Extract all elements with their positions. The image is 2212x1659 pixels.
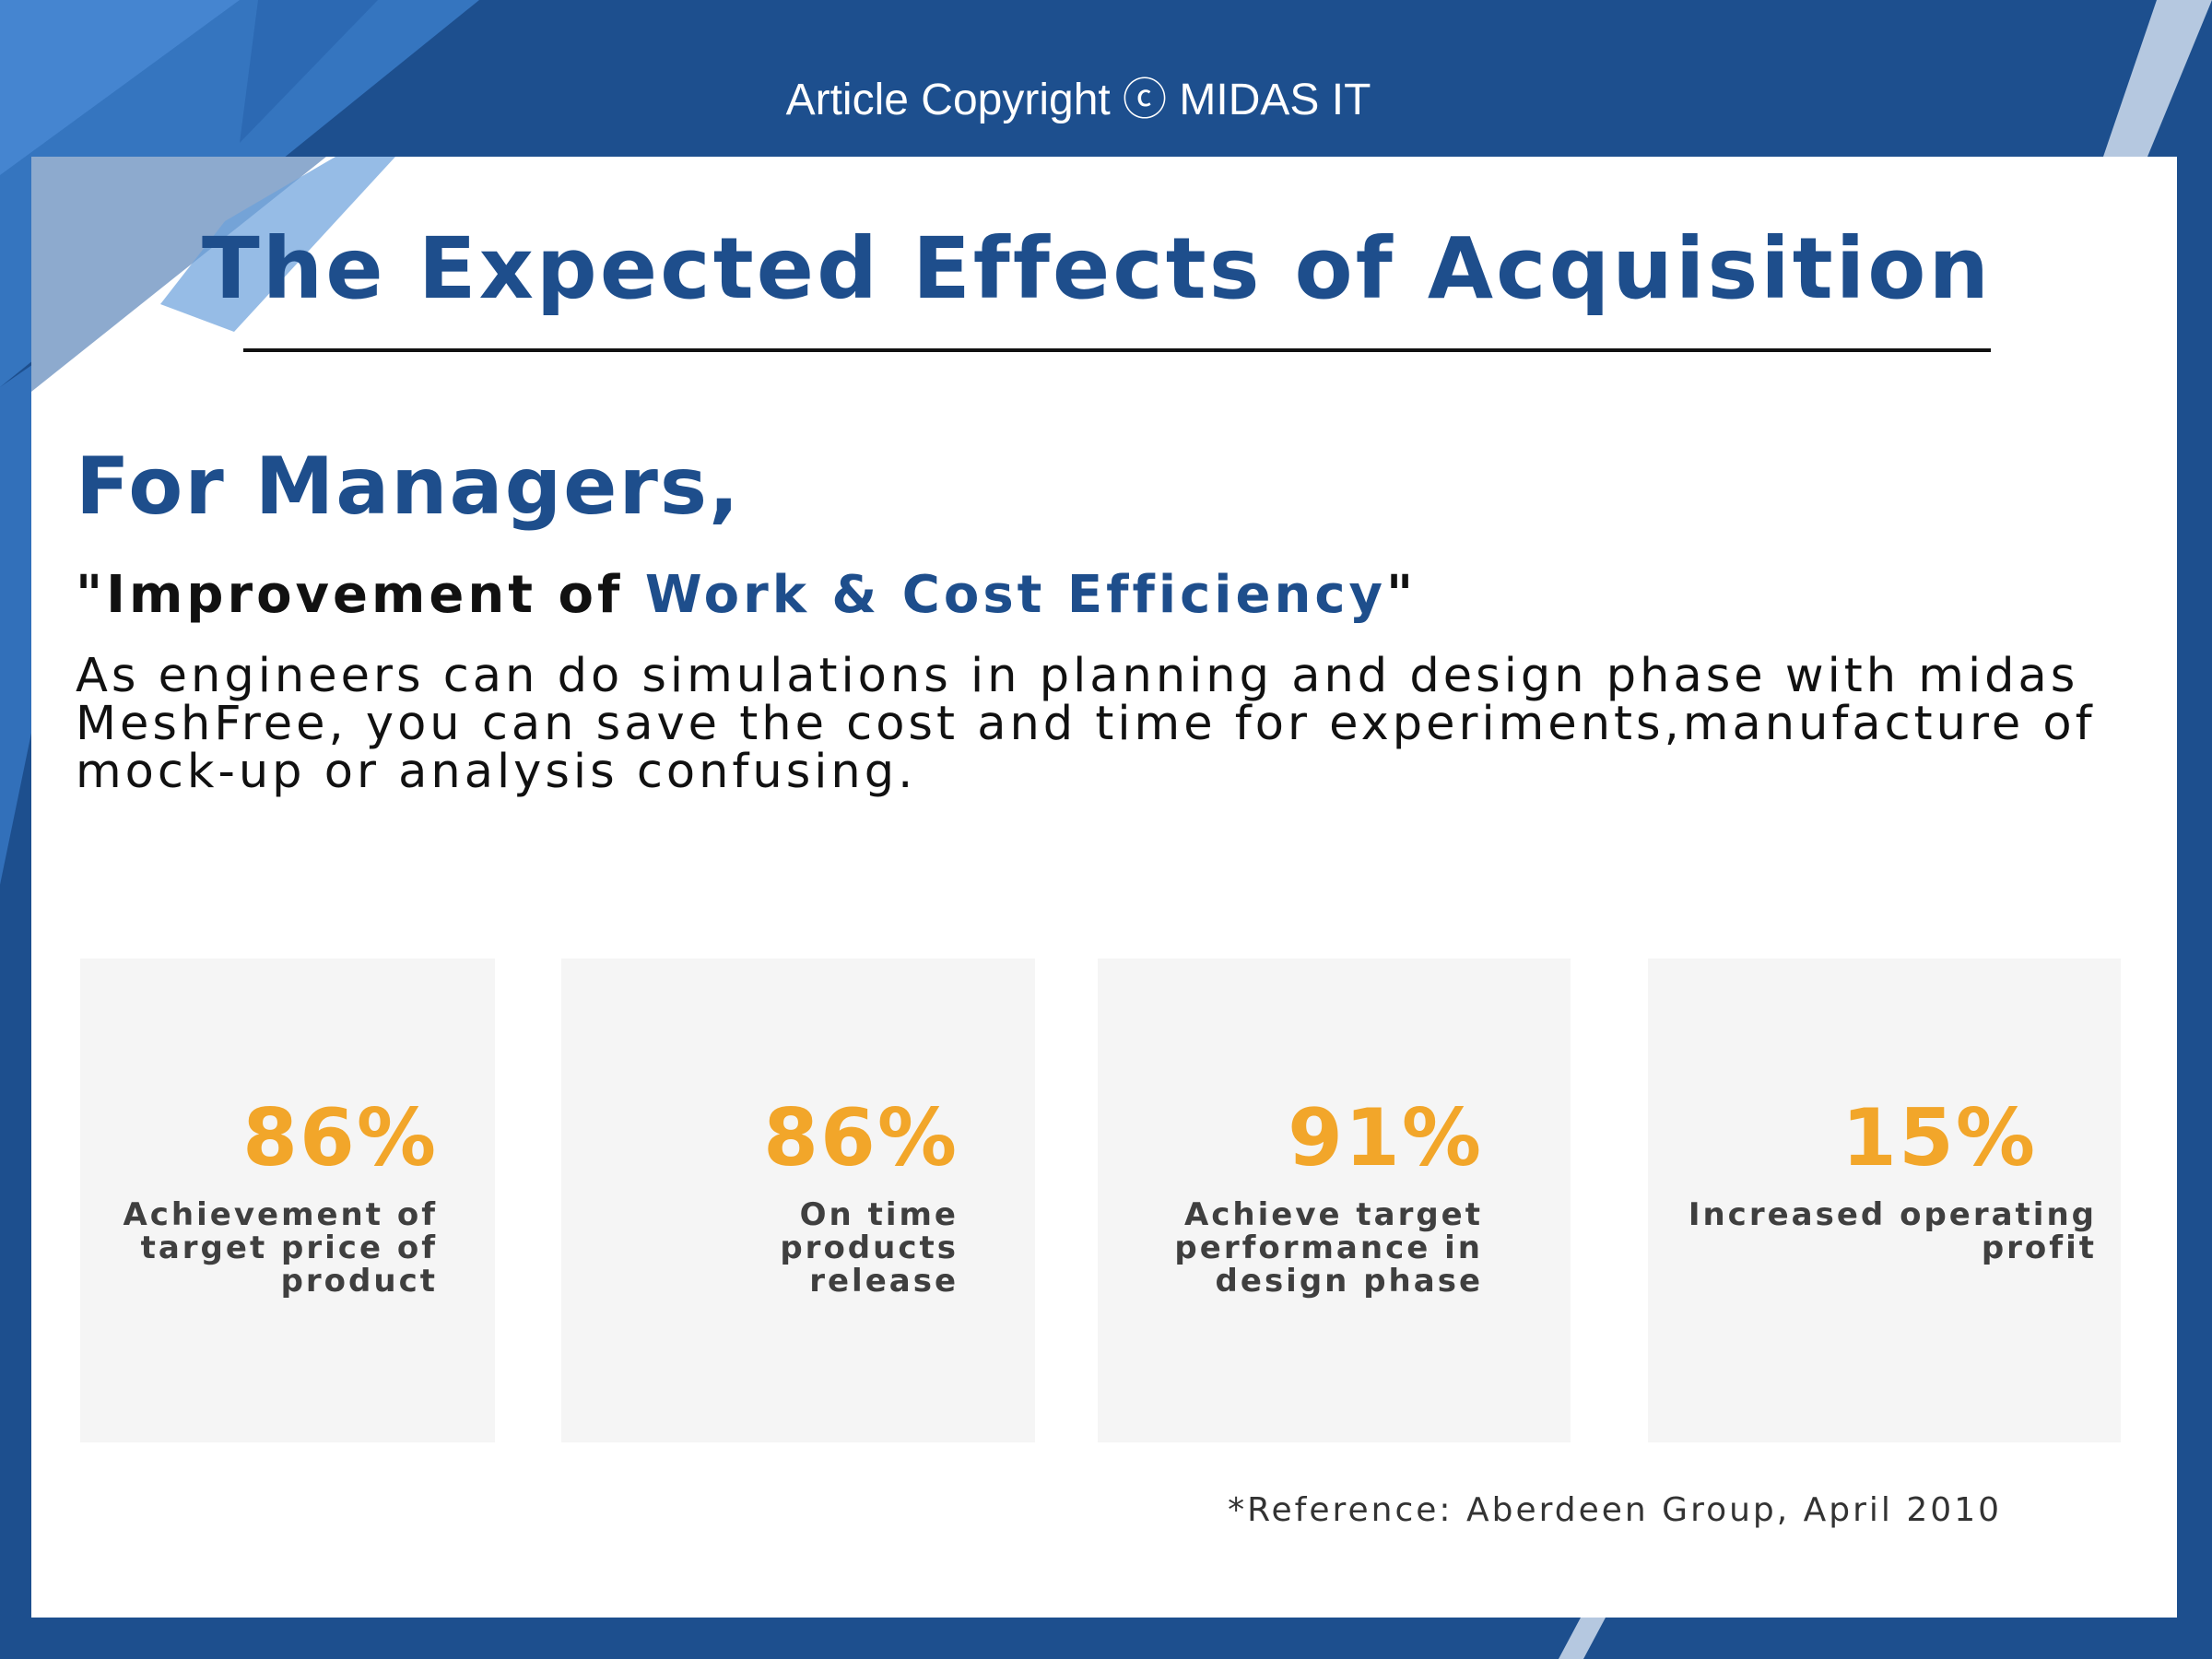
title-underline (243, 348, 1991, 352)
page-title: The Expected Effects of Acquisition (202, 219, 1992, 318)
stat-value: 91% (1288, 1092, 1483, 1184)
stat-card-profit: 15% Increased operating profit (1648, 959, 2121, 1442)
section-subheading: "Improvement of Work & Cost Efficiency" (76, 565, 1417, 625)
subheading-suffix: " (1386, 565, 1418, 625)
stat-card-performance: 91% Achieve target performance in design… (1098, 959, 1571, 1442)
reference-note: *Reference: Aberdeen Group, April 2010 (1228, 1491, 2002, 1529)
section-body: As engineers can do simulations in plann… (76, 649, 2096, 799)
stat-label: Increased operating profit (1688, 1196, 2097, 1266)
stat-label: On time products release (780, 1196, 959, 1300)
stat-card-release: 86% On time products release (561, 959, 1035, 1442)
section-heading: For Managers, (76, 441, 741, 533)
stat-label: Achievement of target price of product (123, 1196, 438, 1300)
subheading-prefix: "Improvement of (76, 565, 645, 625)
stat-card-price: 86% Achievement of target price of produ… (80, 959, 495, 1442)
stat-value: 86% (763, 1092, 959, 1184)
copyright-notice: Article Copyright ⓒ MIDAS IT (785, 76, 1371, 124)
stat-value: 15% (1841, 1092, 2037, 1184)
stat-value: 86% (242, 1092, 438, 1184)
subheading-highlight: Work & Cost Efficiency (644, 565, 1387, 625)
stat-label: Achieve target performance in design pha… (1174, 1196, 1483, 1300)
